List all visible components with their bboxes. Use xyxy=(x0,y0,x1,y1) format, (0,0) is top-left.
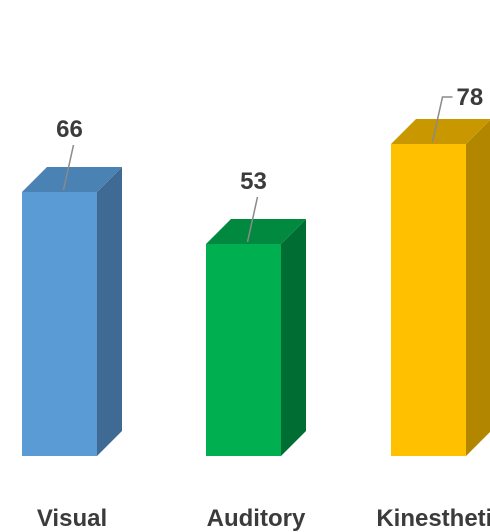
category-label-kinesthetic: Kinesthetic xyxy=(376,505,490,532)
data-label-kinesthetic: 78 xyxy=(457,84,484,111)
bar-kinesthetic xyxy=(391,144,466,456)
bar-auditory xyxy=(206,244,281,456)
bar-side-auditory xyxy=(281,219,306,456)
leader-line-visual xyxy=(62,144,75,191)
category-label-visual: Visual xyxy=(37,505,107,532)
bar-top-visual xyxy=(22,167,122,192)
bar-side-visual xyxy=(97,167,122,456)
bar-top-kinesthetic xyxy=(391,119,490,144)
bar-visual xyxy=(22,192,97,456)
data-label-visual: 66 xyxy=(56,116,83,143)
data-label-auditory: 53 xyxy=(240,168,267,195)
bar-side-kinesthetic xyxy=(466,120,490,456)
category-label-auditory: Auditory xyxy=(207,505,306,532)
leader-line-auditory xyxy=(246,196,259,243)
leader-line-kinesthetic xyxy=(431,96,453,143)
bar-top-auditory xyxy=(206,219,306,244)
